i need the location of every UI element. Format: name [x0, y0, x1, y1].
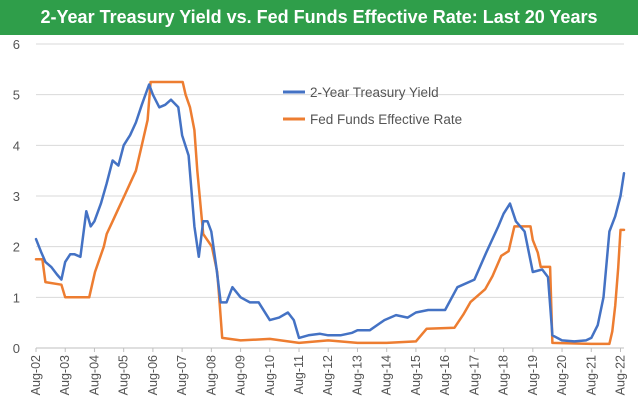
x-tick-label: Aug-22	[613, 355, 627, 395]
x-tick-label: Aug-06	[146, 355, 160, 395]
y-tick-label: 1	[13, 290, 20, 305]
x-tick-label: Aug-10	[263, 355, 277, 395]
x-tick-label: Aug-18	[497, 355, 511, 395]
x-axis-ticks: Aug-02 Aug-03 Aug-04 Aug-05 Aug-06 Aug-07 Aug-…	[29, 348, 627, 395]
x-tick-label: Aug-02	[29, 355, 43, 395]
x-tick-label: Aug-03	[58, 355, 72, 395]
x-tick-label: Aug-16	[438, 355, 452, 395]
y-gridlines	[36, 43, 624, 349]
chart-title: 2-Year Treasury Yield vs. Fed Funds Effe…	[40, 7, 598, 27]
x-tick-label: Aug-15	[409, 355, 423, 395]
series-lines	[34, 80, 626, 346]
x-tick-label: Aug-21	[584, 355, 598, 395]
x-tick-label: Aug-20	[555, 355, 569, 395]
x-tick-label: Aug-11	[292, 355, 306, 394]
legend-label: 2-Year Treasury Yield	[310, 85, 439, 100]
y-tick-label: 0	[13, 341, 20, 356]
y-tick-label: 4	[13, 138, 20, 153]
y-tick-label: 2	[13, 240, 20, 255]
series-line-fed-funds	[34, 80, 626, 346]
y-tick-label: 5	[13, 88, 20, 103]
x-tick-label: Aug-05	[117, 355, 131, 395]
y-tick-label: 3	[13, 189, 20, 204]
y-tick-label: 6	[13, 37, 20, 52]
x-tick-label: Aug-09	[234, 355, 248, 395]
x-tick-label: Aug-14	[380, 355, 394, 395]
legend-label: Fed Funds Effective Rate	[310, 112, 462, 127]
chart-title-bar: 2-Year Treasury Yield vs. Fed Funds Effe…	[0, 0, 638, 35]
series-line-2yr-treasury	[34, 83, 626, 343]
legend: 2-Year Treasury Yield Fed Funds Effective…	[283, 85, 462, 127]
x-tick-label: Aug-13	[350, 355, 364, 395]
x-tick-label: Aug-19	[526, 355, 540, 395]
x-tick-label: Aug-17	[467, 355, 481, 395]
x-tick-label: Aug-04	[87, 355, 101, 395]
x-tick-label: Aug-12	[321, 355, 335, 395]
x-tick-label: Aug-08	[204, 355, 218, 395]
x-tick-label: Aug-07	[175, 355, 189, 395]
y-axis-ticks: 0 1 2 3 4 5 6	[13, 37, 20, 356]
